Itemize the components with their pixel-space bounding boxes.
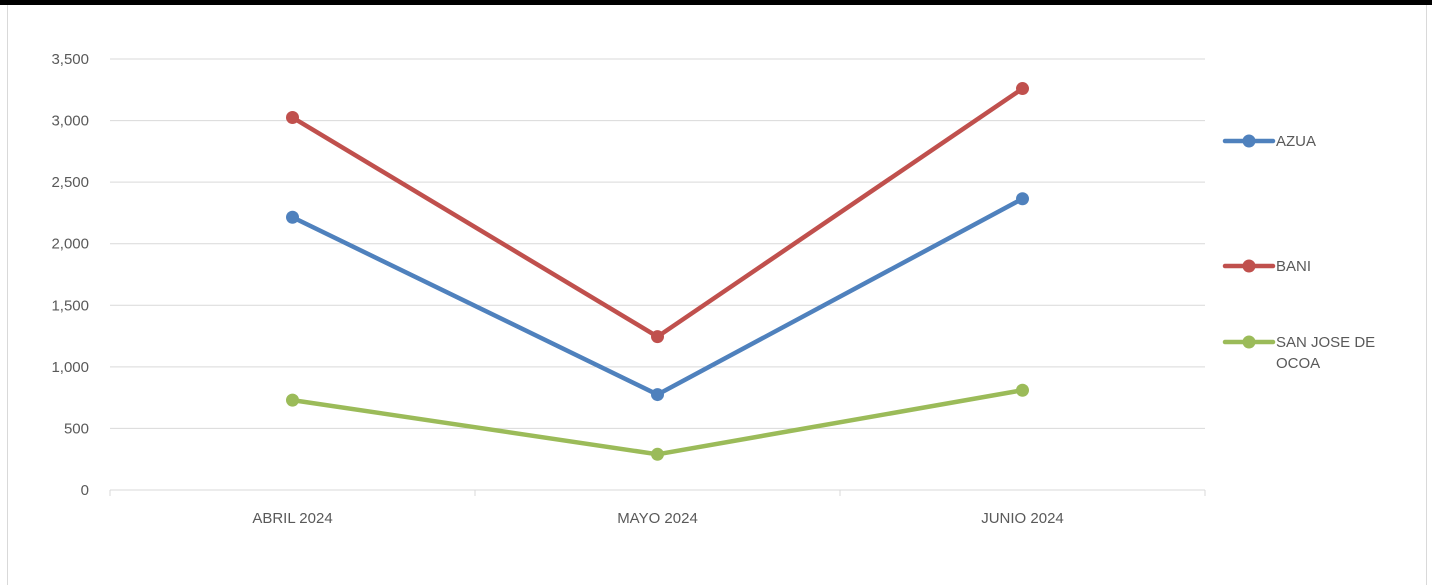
data-point <box>286 393 299 407</box>
gridlines <box>110 58 1205 429</box>
series-line <box>290 196 1025 397</box>
legend-label: AZUA <box>1276 133 1316 150</box>
y-tick-label: 3,000 <box>51 113 89 130</box>
x-axis-ticks: ABRIL 2024 MAYO 2024 JUNIO 2024 <box>252 510 1063 527</box>
y-tick-label: 0 <box>81 482 89 499</box>
y-tick-label: 2,500 <box>51 174 89 191</box>
x-tick-label: ABRIL 2024 <box>252 510 332 527</box>
y-tick-label: 3,500 <box>51 51 89 68</box>
series-group <box>286 82 1029 461</box>
y-axis-ticks: 0 500 1,000 1,500 2,000 2,500 3,000 3,500 <box>51 51 89 499</box>
data-point <box>286 210 299 224</box>
top-border <box>0 0 1432 5</box>
legend-marker <box>1242 335 1256 349</box>
y-tick-label: 500 <box>64 420 89 437</box>
legend-label: SAN JOSE DE <box>1276 334 1375 351</box>
y-tick-label: 1,500 <box>51 297 89 314</box>
y-tick-label: 1,000 <box>51 359 89 376</box>
axes <box>109 489 1206 496</box>
legend-marker <box>1242 134 1256 148</box>
y-tick-label: 2,000 <box>51 236 89 253</box>
x-tick-label: MAYO 2024 <box>617 510 698 527</box>
x-tick-label: JUNIO 2024 <box>981 510 1064 527</box>
legend-label: OCOA <box>1276 355 1320 372</box>
data-point <box>286 110 299 124</box>
legend: AZUA BANI SAN JOSE DE OCOA <box>1222 133 1375 372</box>
legend-label: BANI <box>1276 258 1311 275</box>
data-point <box>1016 383 1029 397</box>
legend-marker <box>1242 259 1256 273</box>
data-point <box>1016 82 1029 96</box>
chart-frame <box>7 5 1427 585</box>
data-point <box>651 330 664 344</box>
series-line <box>290 86 1025 339</box>
data-point <box>651 388 664 402</box>
data-point <box>651 447 664 461</box>
data-point <box>1016 192 1029 206</box>
